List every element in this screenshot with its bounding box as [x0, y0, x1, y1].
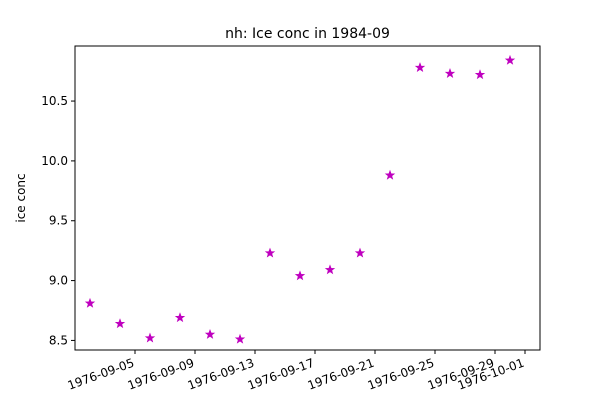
y-tick-label: 9.0: [49, 274, 68, 288]
data-point: [144, 332, 156, 343]
y-tick-label: 10.5: [41, 94, 68, 108]
data-point: [504, 54, 516, 65]
data-point: [384, 169, 396, 180]
data-point: [264, 247, 276, 258]
data-points: [84, 54, 516, 344]
data-point: [444, 68, 456, 78]
y-tick-label: 10.0: [41, 154, 68, 168]
data-point: [204, 328, 216, 339]
data-point: [174, 312, 186, 323]
y-tick-label: 8.5: [49, 333, 68, 347]
x-tick-label: 1976-09-09: [126, 356, 196, 393]
data-point: [294, 270, 306, 281]
y-tick-label: 9.5: [49, 214, 68, 228]
data-point: [324, 264, 336, 275]
x-tick-label: 1976-09-13: [186, 356, 256, 393]
x-tick-label: 1976-09-05: [66, 356, 136, 393]
data-point: [354, 247, 366, 258]
y-axis-ticks: 8.5 9.0 9.5 10.0 10.5: [41, 94, 75, 347]
x-tick-label: 1976-09-25: [366, 356, 436, 393]
data-point: [114, 318, 126, 329]
x-tick-label: 1976-09-21: [306, 356, 376, 393]
data-point: [234, 333, 246, 344]
data-point: [414, 62, 426, 72]
chart-title: nh: Ice conc in 1984-09: [225, 26, 390, 42]
data-point: [474, 69, 486, 80]
x-tick-label: 1976-09-17: [246, 356, 316, 393]
data-point: [84, 297, 96, 308]
x-axis-ticks: 1976-09-051976-09-091976-09-131976-09-17…: [66, 350, 526, 393]
plot-area-frame: [74, 45, 541, 351]
y-axis-label: ice conc: [14, 173, 28, 222]
